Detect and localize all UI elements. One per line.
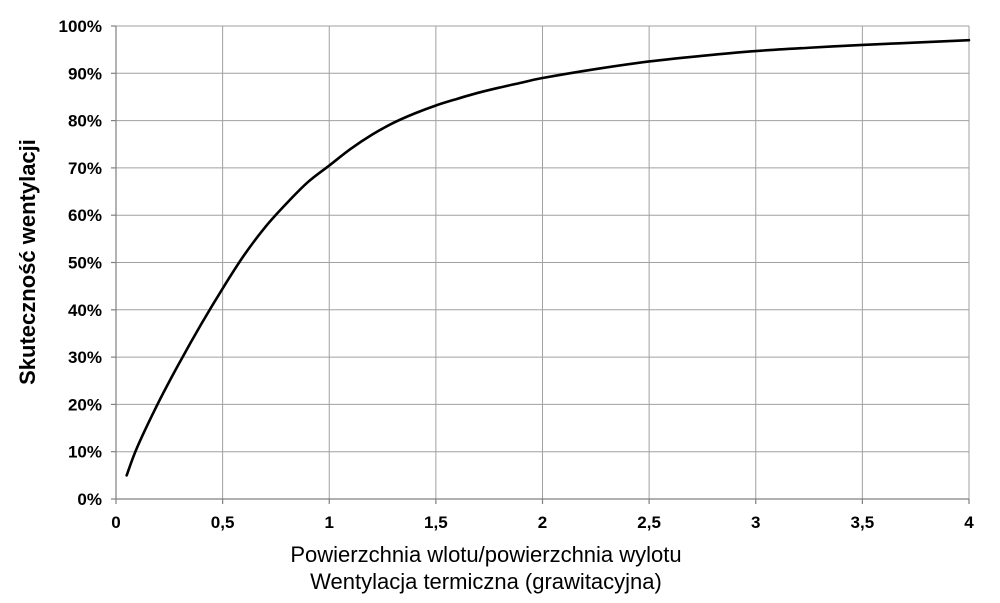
x-axis-title: Powierzchnia wlotu/powierzchnia wylotu xyxy=(290,542,681,567)
x-tick-label: 1,5 xyxy=(424,513,448,532)
x-tick-label: 3 xyxy=(751,513,760,532)
y-tick-label: 70% xyxy=(68,159,102,178)
y-tick-label: 20% xyxy=(68,395,102,414)
x-tick-label: 2 xyxy=(538,513,547,532)
y-tick-label: 10% xyxy=(68,443,102,462)
x-tick-label: 0,5 xyxy=(211,513,235,532)
series-line xyxy=(125,38,971,477)
y-axis-ticks: 0% 10% 20% 30% 40% 50% 60% 70% 80% 90% 100% xyxy=(59,17,116,509)
x-tick-label: 1 xyxy=(325,513,334,532)
y-tick-label: 60% xyxy=(68,206,102,225)
y-tick-label: 40% xyxy=(68,301,102,320)
y-tick-label: 90% xyxy=(68,64,102,83)
y-tick-label: 30% xyxy=(68,348,102,367)
y-tick-label: 50% xyxy=(68,254,102,273)
x-tick-label: 3,5 xyxy=(851,513,875,532)
series-layer xyxy=(125,38,971,477)
y-tick-label: 80% xyxy=(68,112,102,131)
y-tick-label: 100% xyxy=(59,17,102,36)
x-tick-label: 0 xyxy=(111,513,120,532)
x-axis-title-secondary: Wentylacja termiczna (grawitacyjna) xyxy=(310,569,662,594)
y-axis-title: Skuteczność wentylacji xyxy=(15,139,40,385)
y-tick-label: 0% xyxy=(77,490,102,509)
x-axis-ticks: 0 0,5 1 1,5 2 2,5 3 3,5 4 xyxy=(111,499,974,532)
x-tick-label: 2,5 xyxy=(637,513,661,532)
x-tick-label: 4 xyxy=(964,513,974,532)
